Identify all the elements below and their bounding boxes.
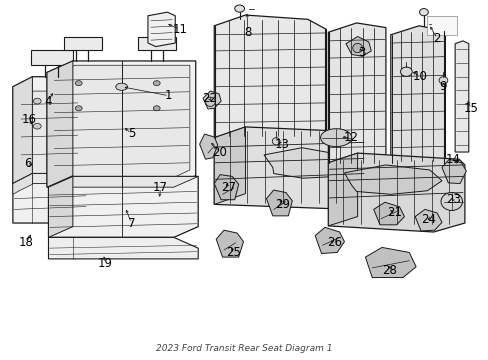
Polygon shape	[48, 176, 198, 187]
Ellipse shape	[234, 5, 244, 12]
Polygon shape	[365, 247, 415, 278]
Text: 28: 28	[382, 264, 396, 277]
Polygon shape	[13, 174, 87, 223]
Polygon shape	[13, 77, 32, 184]
Text: 24: 24	[421, 213, 435, 226]
Text: 26: 26	[326, 236, 342, 249]
Polygon shape	[345, 37, 370, 56]
Ellipse shape	[153, 81, 160, 86]
Text: 7: 7	[127, 216, 135, 230]
Polygon shape	[48, 176, 73, 237]
Ellipse shape	[75, 106, 82, 111]
Ellipse shape	[440, 193, 462, 211]
Text: 17: 17	[153, 181, 168, 194]
Text: 1: 1	[165, 89, 172, 102]
Text: 23: 23	[445, 193, 460, 206]
Ellipse shape	[438, 77, 447, 84]
Text: 21: 21	[386, 206, 401, 219]
Polygon shape	[48, 237, 198, 259]
Ellipse shape	[153, 106, 160, 111]
Polygon shape	[214, 127, 365, 209]
Polygon shape	[148, 12, 175, 46]
Text: 20: 20	[211, 145, 226, 158]
Polygon shape	[328, 153, 464, 232]
Text: 22: 22	[202, 92, 217, 105]
Text: 29: 29	[274, 198, 289, 211]
Polygon shape	[414, 210, 441, 231]
Text: 6: 6	[24, 157, 31, 170]
Text: 15: 15	[463, 102, 478, 115]
Polygon shape	[344, 165, 441, 194]
Text: 11: 11	[172, 23, 187, 36]
Text: 10: 10	[412, 69, 427, 82]
Text: 16: 16	[21, 113, 37, 126]
Polygon shape	[64, 37, 102, 50]
Polygon shape	[20, 91, 79, 179]
Polygon shape	[48, 176, 198, 237]
Polygon shape	[199, 134, 217, 159]
Text: 5: 5	[127, 127, 135, 140]
Text: 18: 18	[19, 236, 33, 249]
Polygon shape	[454, 41, 468, 152]
Polygon shape	[47, 61, 73, 187]
Polygon shape	[31, 50, 73, 65]
Polygon shape	[315, 227, 344, 253]
Polygon shape	[13, 174, 87, 184]
Polygon shape	[53, 65, 189, 180]
Text: 19: 19	[98, 257, 113, 270]
Ellipse shape	[33, 123, 41, 129]
Polygon shape	[13, 77, 87, 194]
Polygon shape	[264, 148, 352, 178]
Polygon shape	[214, 15, 326, 138]
Text: 13: 13	[275, 138, 289, 151]
Polygon shape	[390, 26, 445, 171]
Polygon shape	[203, 91, 221, 109]
Polygon shape	[373, 202, 404, 225]
Polygon shape	[13, 174, 32, 194]
Polygon shape	[214, 175, 238, 200]
Text: 4: 4	[44, 95, 52, 108]
Text: 9: 9	[439, 80, 447, 93]
Polygon shape	[328, 153, 357, 226]
Ellipse shape	[320, 129, 351, 147]
Text: 8: 8	[244, 26, 251, 39]
Ellipse shape	[33, 98, 41, 104]
Text: 12: 12	[343, 131, 358, 144]
Polygon shape	[427, 16, 456, 35]
Ellipse shape	[205, 97, 215, 107]
Ellipse shape	[272, 138, 280, 145]
Text: 3: 3	[357, 46, 365, 59]
Polygon shape	[441, 159, 466, 184]
Text: 25: 25	[226, 246, 241, 259]
Polygon shape	[216, 230, 243, 257]
Ellipse shape	[75, 81, 82, 86]
Text: 14: 14	[445, 153, 460, 166]
Ellipse shape	[419, 9, 427, 16]
Ellipse shape	[116, 83, 127, 90]
Text: 2023 Ford Transit Rear Seat Diagram 1: 2023 Ford Transit Rear Seat Diagram 1	[156, 344, 332, 353]
Text: 27: 27	[221, 181, 236, 194]
Polygon shape	[328, 23, 385, 169]
Ellipse shape	[352, 43, 362, 53]
Ellipse shape	[400, 67, 411, 76]
Polygon shape	[138, 37, 176, 50]
Polygon shape	[47, 61, 195, 187]
Polygon shape	[266, 190, 292, 216]
Text: 2: 2	[432, 32, 440, 45]
Polygon shape	[214, 127, 245, 204]
